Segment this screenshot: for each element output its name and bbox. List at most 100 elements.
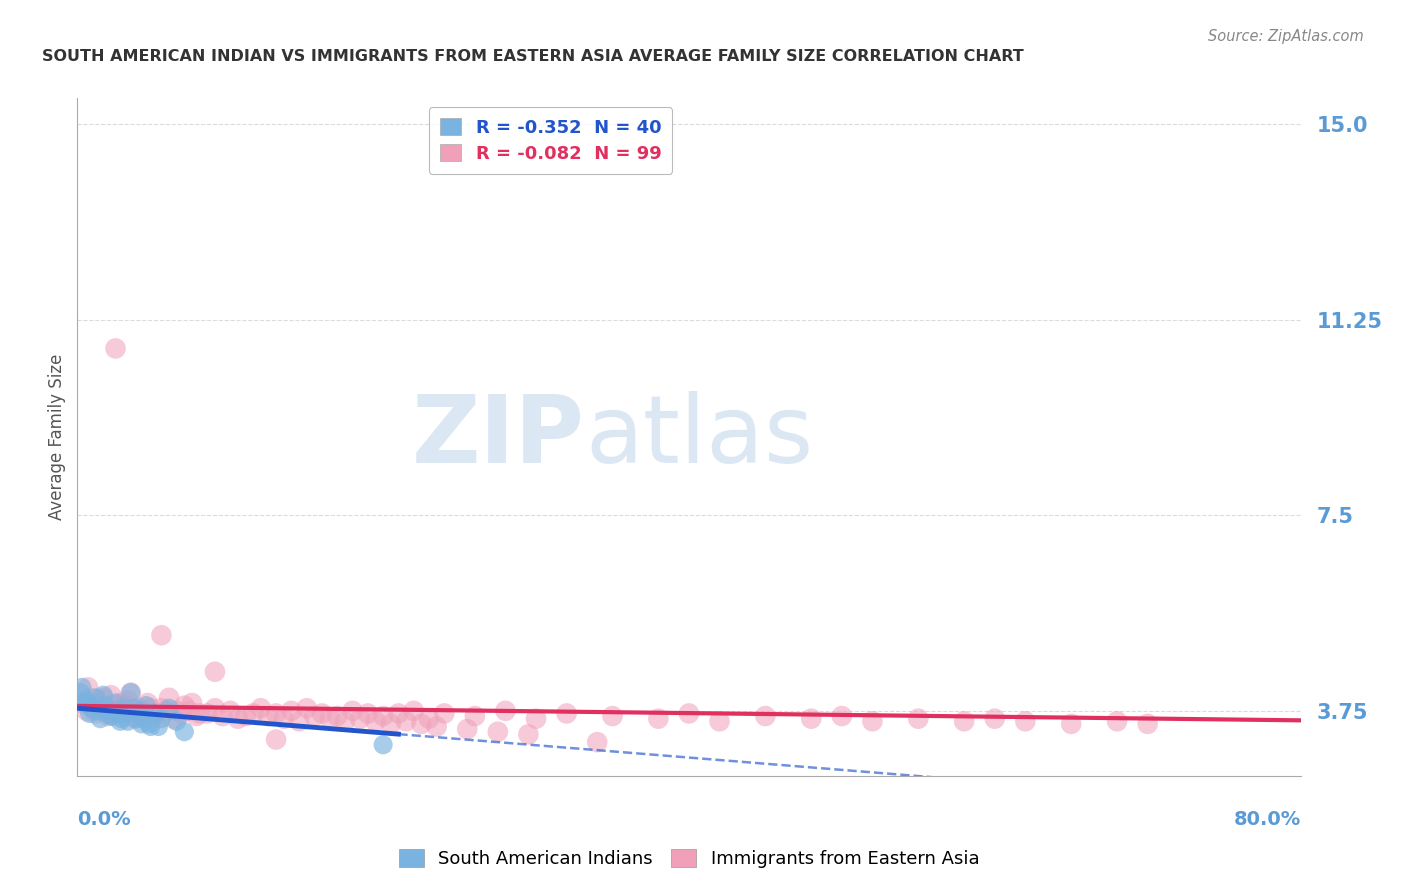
Point <box>148 719 170 733</box>
Point <box>77 696 100 710</box>
Point <box>395 714 418 729</box>
Point <box>678 706 700 721</box>
Point <box>111 712 134 726</box>
Point <box>70 681 93 695</box>
Point <box>96 706 118 721</box>
Point <box>79 690 101 705</box>
Point <box>326 709 349 723</box>
Point <box>602 709 624 723</box>
Point <box>127 701 149 715</box>
Point <box>124 712 146 726</box>
Point <box>754 709 776 723</box>
Text: Source: ZipAtlas.com: Source: ZipAtlas.com <box>1208 29 1364 44</box>
Point <box>73 696 96 710</box>
Point <box>150 701 173 715</box>
Point <box>157 690 180 705</box>
Point <box>181 696 204 710</box>
Point <box>104 704 127 718</box>
Point <box>84 690 107 705</box>
Point <box>148 706 170 721</box>
Point <box>709 714 731 729</box>
Point <box>166 714 188 729</box>
Text: SOUTH AMERICAN INDIAN VS IMMIGRANTS FROM EASTERN ASIA AVERAGE FAMILY SIZE CORREL: SOUTH AMERICAN INDIAN VS IMMIGRANTS FROM… <box>42 49 1024 64</box>
Point <box>131 717 153 731</box>
Point <box>226 712 249 726</box>
Point <box>139 701 162 715</box>
Point <box>349 712 371 726</box>
Point <box>155 704 177 718</box>
Point <box>131 709 153 723</box>
Point <box>647 712 669 726</box>
Point <box>117 693 139 707</box>
Point <box>204 701 226 715</box>
Point <box>433 706 456 721</box>
Point <box>219 704 242 718</box>
Point <box>1107 714 1129 729</box>
Point <box>82 701 104 715</box>
Point <box>953 714 976 729</box>
Point <box>456 722 478 736</box>
Point <box>402 704 425 718</box>
Point <box>122 701 145 715</box>
Point <box>364 714 387 729</box>
Point <box>188 706 211 721</box>
Point <box>273 712 295 726</box>
Point <box>170 706 193 721</box>
Point <box>120 685 142 699</box>
Point <box>1136 717 1159 731</box>
Point <box>486 724 509 739</box>
Point <box>426 719 449 733</box>
Point <box>173 724 195 739</box>
Point <box>108 714 131 729</box>
Point <box>195 706 218 721</box>
Point <box>517 727 540 741</box>
Point <box>495 704 517 718</box>
Point <box>89 693 111 707</box>
Point <box>136 696 159 710</box>
Point <box>173 698 195 713</box>
Point <box>76 704 98 718</box>
Point <box>1060 717 1083 731</box>
Point <box>138 717 160 731</box>
Point <box>280 704 302 718</box>
Point <box>524 712 547 726</box>
Point <box>342 704 364 718</box>
Point <box>318 712 340 726</box>
Point <box>135 698 157 713</box>
Point <box>107 698 129 713</box>
Point <box>104 342 127 356</box>
Point <box>100 709 122 723</box>
Point <box>91 688 114 702</box>
Point <box>371 738 394 752</box>
Point <box>120 685 142 699</box>
Point <box>163 712 186 726</box>
Point <box>115 706 138 721</box>
Point <box>97 704 120 718</box>
Text: 0.0%: 0.0% <box>77 810 131 829</box>
Point <box>142 706 165 721</box>
Point <box>112 701 135 715</box>
Point <box>157 701 180 715</box>
Point <box>264 732 287 747</box>
Point <box>862 714 884 729</box>
Point <box>86 704 108 718</box>
Point <box>257 709 280 723</box>
Point <box>387 706 409 721</box>
Point <box>186 709 208 723</box>
Text: 80.0%: 80.0% <box>1233 810 1301 829</box>
Point <box>89 712 111 726</box>
Point <box>418 712 440 726</box>
Point <box>132 712 155 726</box>
Point <box>211 709 233 723</box>
Point <box>124 712 146 726</box>
Point <box>79 706 101 721</box>
Point <box>84 706 107 721</box>
Point <box>115 698 138 713</box>
Point <box>288 714 311 729</box>
Point <box>127 704 149 718</box>
Point <box>464 709 486 723</box>
Point <box>177 704 200 718</box>
Point <box>104 696 127 710</box>
Point <box>586 735 609 749</box>
Point <box>97 709 120 723</box>
